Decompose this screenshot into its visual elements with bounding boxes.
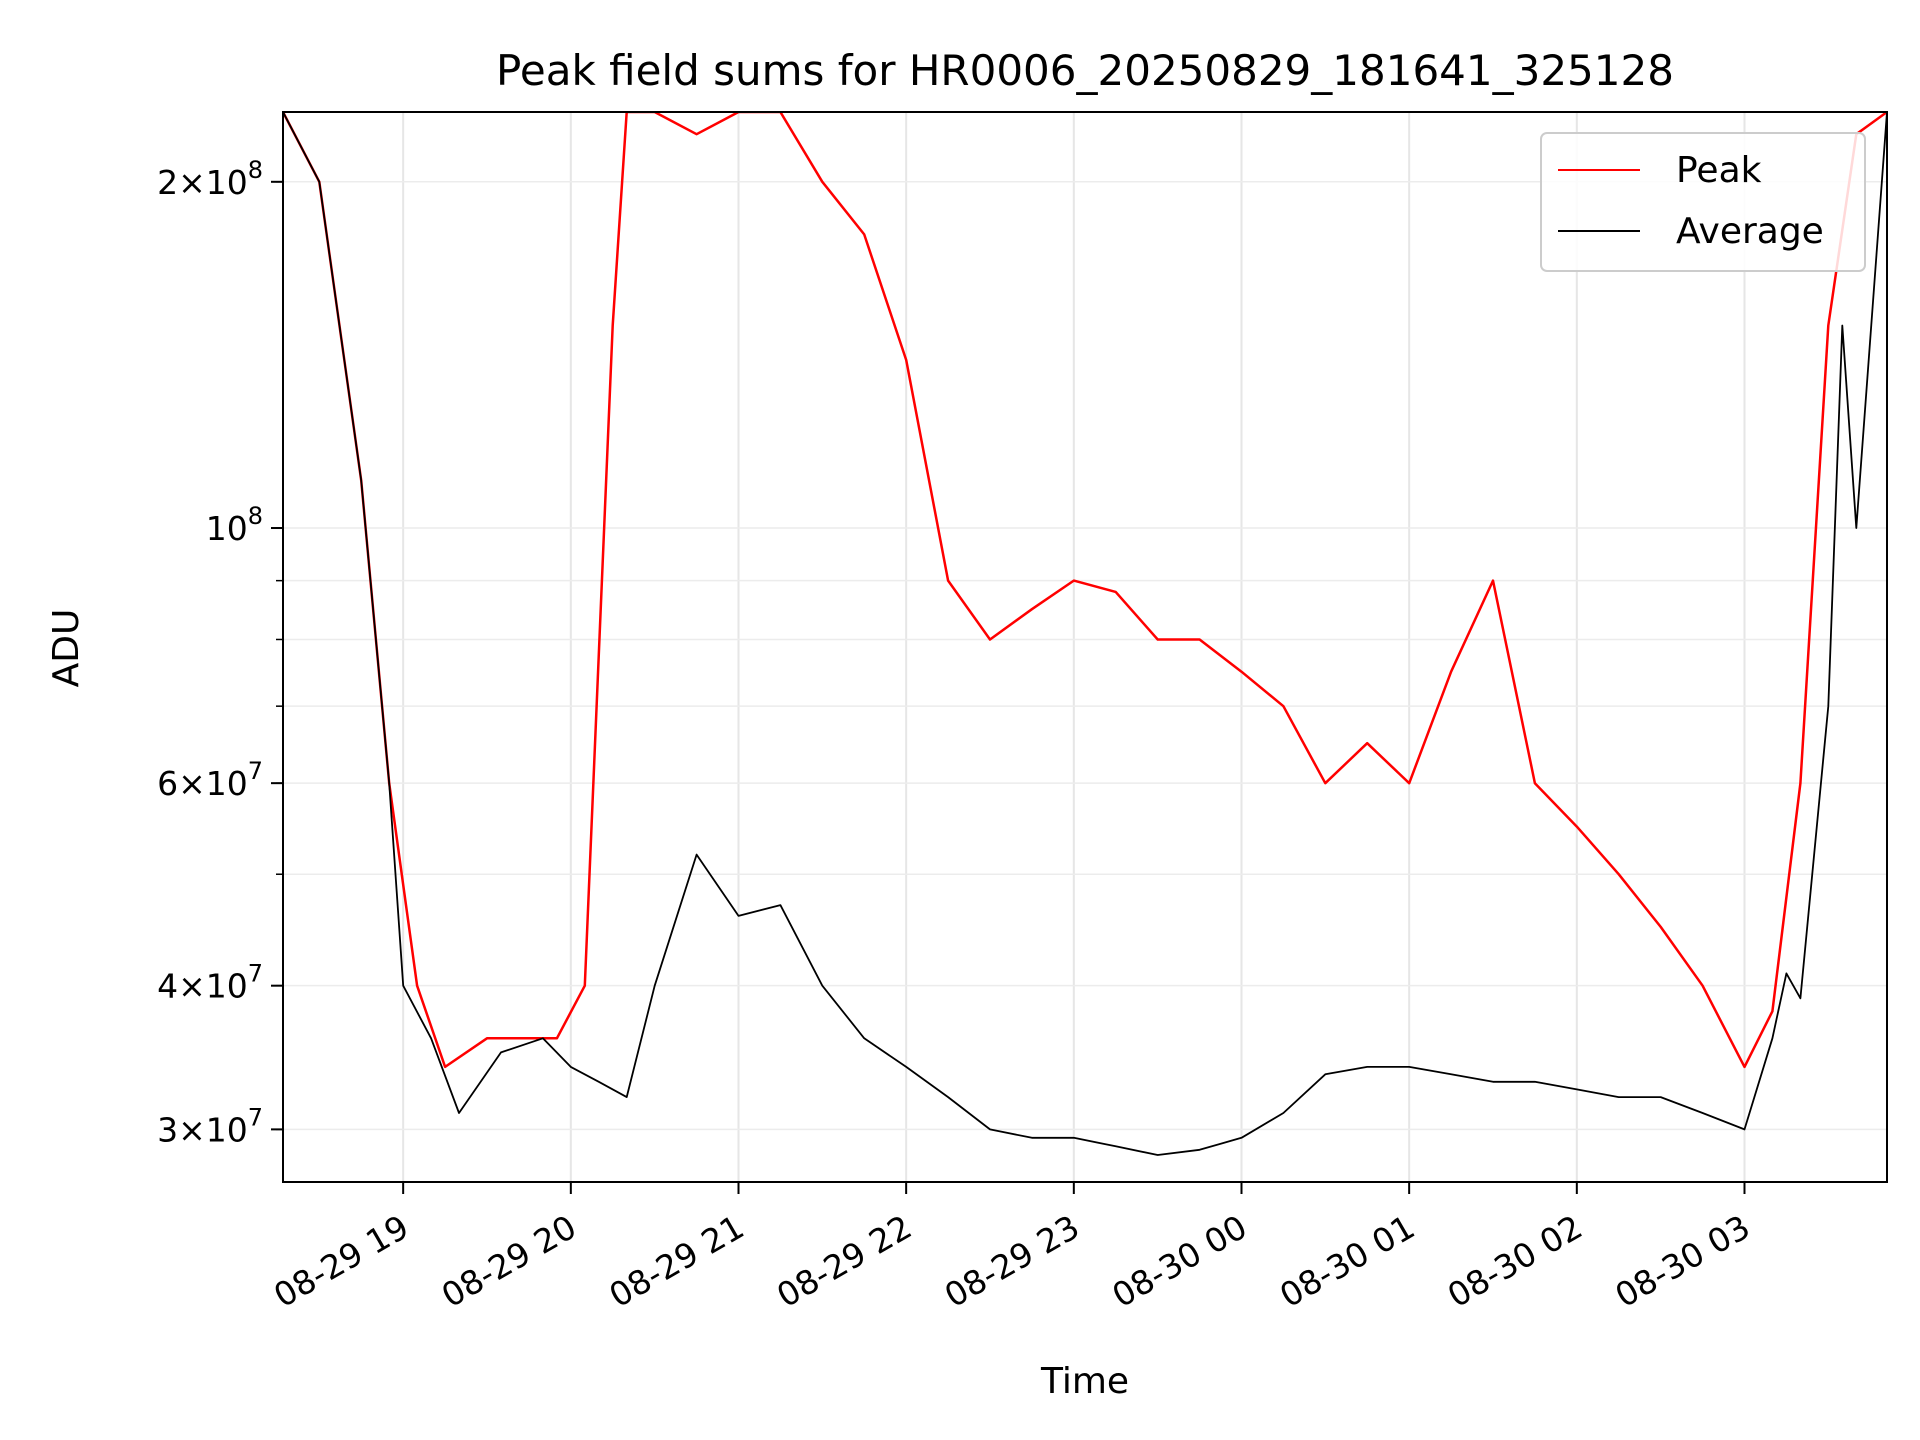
series-line-peak <box>283 112 1887 1069</box>
y-tick-mantissa: 2×10 <box>157 163 248 202</box>
plot-frame <box>282 111 1888 1183</box>
x-tick-label: 08-30 03 <box>1608 1207 1756 1315</box>
x-tick-label: 08-30 01 <box>1273 1207 1421 1315</box>
x-tick-label: 08-29 22 <box>770 1207 918 1315</box>
x-tick-label: 08-30 02 <box>1441 1207 1589 1315</box>
legend-box <box>1540 132 1866 272</box>
x-axis: 08-29 19 08-29 20 08-29 21 08-29 22 08-29 23… <box>267 1182 1756 1315</box>
y-tick-label: 108 <box>206 502 263 548</box>
legend-label-average: Average <box>1676 211 1824 252</box>
series-layer <box>283 112 1887 1156</box>
series-line-average <box>283 112 1887 1156</box>
y-tick-exponent: 8 <box>248 156 263 184</box>
y-tick-mantissa: 6×10 <box>157 764 248 803</box>
y-axis-label: ADU <box>46 609 87 688</box>
y-tick-mantissa: 4×10 <box>157 967 248 1006</box>
y-tick-exponent: 7 <box>248 960 263 988</box>
x-tick-label: 08-30 00 <box>1105 1207 1253 1315</box>
y-tick-exponent: 7 <box>248 1103 263 1131</box>
x-tick-label: 08-29 19 <box>267 1207 415 1315</box>
x-tick-label: 08-29 20 <box>435 1207 583 1315</box>
y-tick-label: 2×108 <box>157 156 263 202</box>
y-tick-label: 3×107 <box>157 1103 263 1149</box>
x-tick-label: 08-29 23 <box>938 1207 1086 1315</box>
legend: Peak Average <box>1540 132 1866 272</box>
grid-lines <box>283 112 1887 1182</box>
y-tick-label: 4×107 <box>157 960 263 1006</box>
x-axis-label: Time <box>1040 1361 1129 1402</box>
chart-title: Peak field sums for HR0006_20250829_1816… <box>496 46 1674 95</box>
y-tick-mantissa: 3×10 <box>157 1110 248 1149</box>
x-tick-label: 08-29 21 <box>602 1207 750 1315</box>
y-tick-exponent: 8 <box>248 502 263 530</box>
legend-label-peak: Peak <box>1676 150 1762 191</box>
y-tick-mantissa: 10 <box>206 509 248 548</box>
y-tick-exponent: 7 <box>248 757 263 785</box>
y-tick-label: 6×107 <box>157 757 263 803</box>
